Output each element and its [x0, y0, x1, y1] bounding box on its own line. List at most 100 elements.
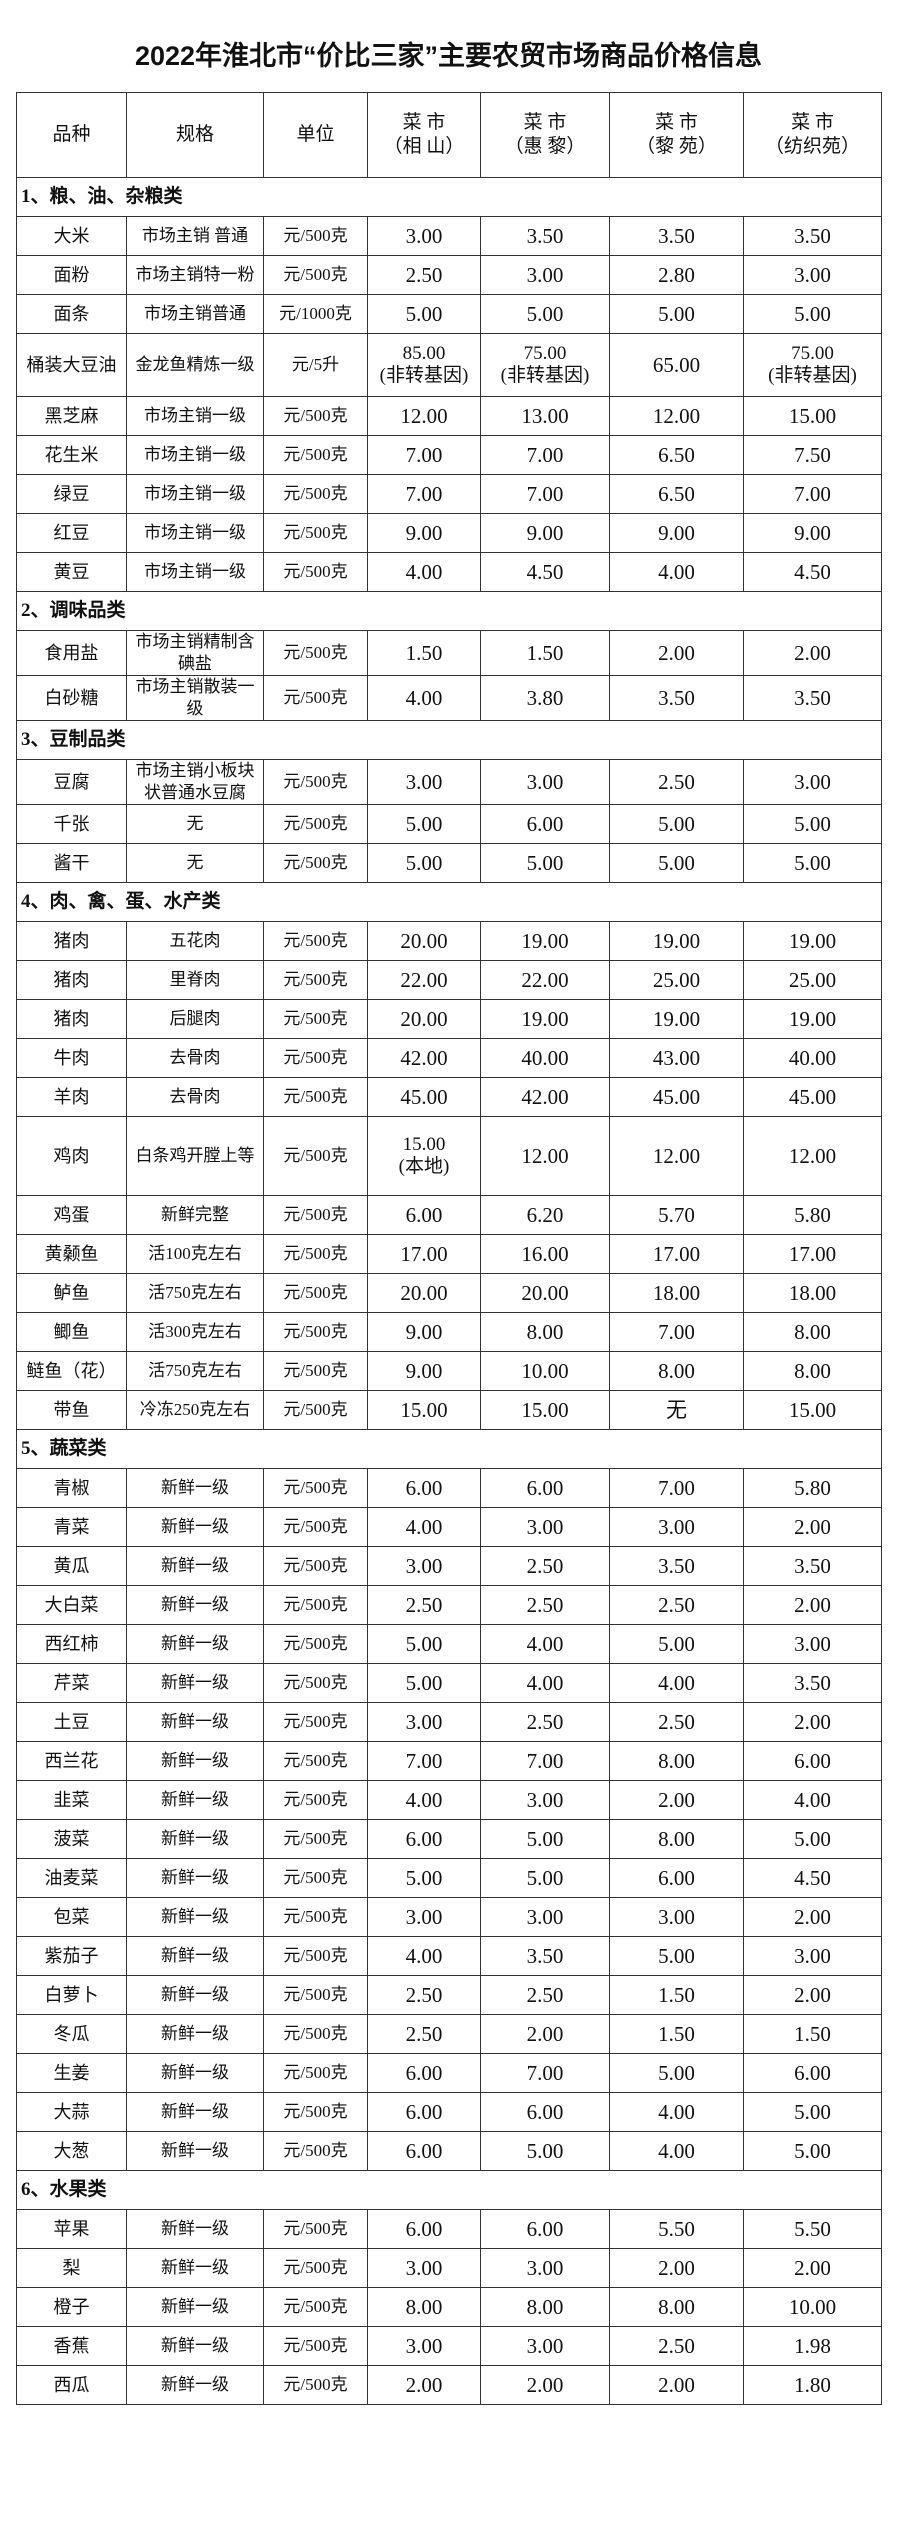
item-row: 带鱼 冷冻250克左右 元/500克 15.00 15.00 无 15.00 — [16, 1390, 882, 1430]
item-row: 鲈鱼 活750克左右 元/500克 20.00 20.00 18.00 18.00 — [16, 1273, 882, 1313]
spec-cell: 市场主销一级 — [126, 513, 264, 553]
spec-cell: 市场主销精制含碘盐 — [126, 630, 264, 676]
price-cell: 5.50 — [743, 2209, 882, 2249]
name-cell: 青菜 — [16, 1507, 127, 1547]
price-cell: 1.50 — [480, 630, 610, 676]
column-header: 品种 — [16, 92, 127, 178]
price-cell: 6.00 — [367, 2131, 481, 2171]
price-cell: 5.80 — [743, 1195, 882, 1235]
item-row: 面粉 市场主销特一粉 元/500克 2.50 3.00 2.80 3.00 — [16, 255, 882, 295]
price-cell: 3.00 — [743, 255, 882, 295]
spec-cell: 新鲜一级 — [126, 1780, 264, 1820]
price-cell: 10.00 — [480, 1351, 610, 1391]
price-cell: 15.00 — [480, 1390, 610, 1430]
price-cell: 40.00 — [743, 1038, 882, 1078]
section-title: 4、肉、禽、蛋、水产类 — [16, 882, 882, 922]
item-row: 食用盐 市场主销精制含碘盐 元/500克 1.50 1.50 2.00 2.00 — [16, 630, 882, 676]
price-cell: 10.00 — [743, 2287, 882, 2327]
name-cell: 酱干 — [16, 843, 127, 883]
item-row: 酱干无元/500克 5.00 5.00 5.00 5.00 — [16, 843, 882, 883]
price-cell: 5.00 — [480, 1819, 610, 1859]
section-row: 2、调味品类 — [16, 591, 882, 631]
name-cell: 鸡蛋 — [16, 1195, 127, 1235]
price-cell: 3.00 — [367, 1897, 481, 1937]
price-cell: 3.00 — [480, 1897, 610, 1937]
item-row: 红豆 市场主销一级 元/500克 9.00 9.00 9.00 9.00 — [16, 513, 882, 553]
page-title: 2022年淮北市“价比三家”主要农贸市场商品价格信息 — [134, 41, 763, 71]
name-cell: 包菜 — [16, 1897, 127, 1937]
price-cell: 5.00 — [743, 2131, 882, 2171]
unit-cell: 元/500克 — [263, 2014, 368, 2054]
spec-cell: 活100克左右 — [126, 1234, 264, 1274]
price-cell: 18.00 — [609, 1273, 744, 1313]
price-cell: 5.00 — [743, 294, 882, 334]
spec-cell: 活750克左右 — [126, 1273, 264, 1313]
price-cell: 6.00 — [367, 1819, 481, 1859]
section-title: 3、豆制品类 — [16, 720, 882, 760]
price-cell: 19.00 — [743, 999, 882, 1039]
price-cell: 8.00 — [743, 1312, 882, 1352]
price-cell: 6.00 — [367, 2092, 481, 2132]
spec-cell: 新鲜一级 — [126, 1741, 264, 1781]
price-cell: 3.50 — [743, 216, 882, 256]
name-cell: 带鱼 — [16, 1390, 127, 1430]
section-row: 4、肉、禽、蛋、水产类 — [16, 882, 882, 922]
price-cell: 6.00 — [480, 804, 610, 844]
price-cell: 2.50 — [367, 1975, 481, 2015]
price-cell: 42.00 — [367, 1038, 481, 1078]
unit-cell: 元/500克 — [263, 1975, 368, 2015]
name-cell: 大蒜 — [16, 2092, 127, 2132]
price-cell: 45.00 — [743, 1077, 882, 1117]
price-cell: 12.00 — [743, 1116, 882, 1196]
price-cell: 8.00 — [367, 2287, 481, 2327]
unit-cell: 元/500克 — [263, 255, 368, 295]
price-cell: 1.50 — [367, 630, 481, 676]
spec-cell: 新鲜一级 — [126, 1897, 264, 1937]
price-cell: 5.00 — [609, 1936, 744, 1976]
section-row: 6、水果类 — [16, 2170, 882, 2210]
unit-cell: 元/500克 — [263, 2092, 368, 2132]
price-cell: 6.00 — [367, 2209, 481, 2249]
section-row: 5、蔬菜类 — [16, 1429, 882, 1469]
item-row: 鲢鱼（花） 活750克左右 元/500克 9.00 10.00 8.00 8.00 — [16, 1351, 882, 1391]
name-cell: 西瓜 — [16, 2365, 127, 2405]
price-cell: 2.00 — [480, 2014, 610, 2054]
item-row: 猪肉 后腿肉 元/500克 20.00 19.00 19.00 19.00 — [16, 999, 882, 1039]
column-header: 单位 — [263, 92, 368, 178]
name-cell: 羊肉 — [16, 1077, 127, 1117]
price-cell: 7.00 — [609, 1312, 744, 1352]
name-cell: 鲈鱼 — [16, 1273, 127, 1313]
price-cell: 3.00 — [367, 2326, 481, 2366]
spec-cell: 里脊肉 — [126, 960, 264, 1000]
column-header: 菜 市 （惠 黎） — [480, 92, 610, 178]
price-cell: 3.50 — [743, 1546, 882, 1586]
spec-cell: 新鲜一级 — [126, 1507, 264, 1547]
item-row: 牛肉 去骨肉 元/500克 42.00 40.00 43.00 40.00 — [16, 1038, 882, 1078]
item-row: 紫茄子 新鲜一级 元/500克 4.00 3.50 5.00 3.00 — [16, 1936, 882, 1976]
name-cell: 鸡肉 — [16, 1116, 127, 1196]
name-cell: 西兰花 — [16, 1741, 127, 1781]
item-row: 冬瓜 新鲜一级 元/500克 2.50 2.00 1.50 1.50 — [16, 2014, 882, 2054]
name-cell: 苹果 — [16, 2209, 127, 2249]
price-cell: 无 — [609, 1390, 744, 1430]
item-row: 千张无元/500克 5.00 6.00 5.00 5.00 — [16, 804, 882, 844]
price-cell: 6.00 — [480, 1468, 610, 1508]
spec-cell: 新鲜一级 — [126, 2326, 264, 2366]
price-cell: 13.00 — [480, 396, 610, 436]
spec-cell: 新鲜一级 — [126, 1858, 264, 1898]
price-cell: 2.00 — [743, 630, 882, 676]
price-cell: 7.50 — [743, 435, 882, 475]
price-cell: 9.00 — [743, 513, 882, 553]
price-cell: 4.00 — [480, 1663, 610, 1703]
unit-cell: 元/500克 — [263, 552, 368, 592]
unit-cell: 元/500克 — [263, 1624, 368, 1664]
price-cell: 6.00 — [743, 1741, 882, 1781]
price-cell: 19.00 — [743, 921, 882, 961]
price-cell: 9.00 — [367, 1351, 481, 1391]
spec-cell: 新鲜一级 — [126, 1585, 264, 1625]
spec-cell: 新鲜一级 — [126, 1975, 264, 2015]
spec-cell: 新鲜一级 — [126, 1702, 264, 1742]
spec-cell: 市场主销一级 — [126, 552, 264, 592]
unit-cell: 元/500克 — [263, 2248, 368, 2288]
unit-cell: 元/500克 — [263, 1741, 368, 1781]
